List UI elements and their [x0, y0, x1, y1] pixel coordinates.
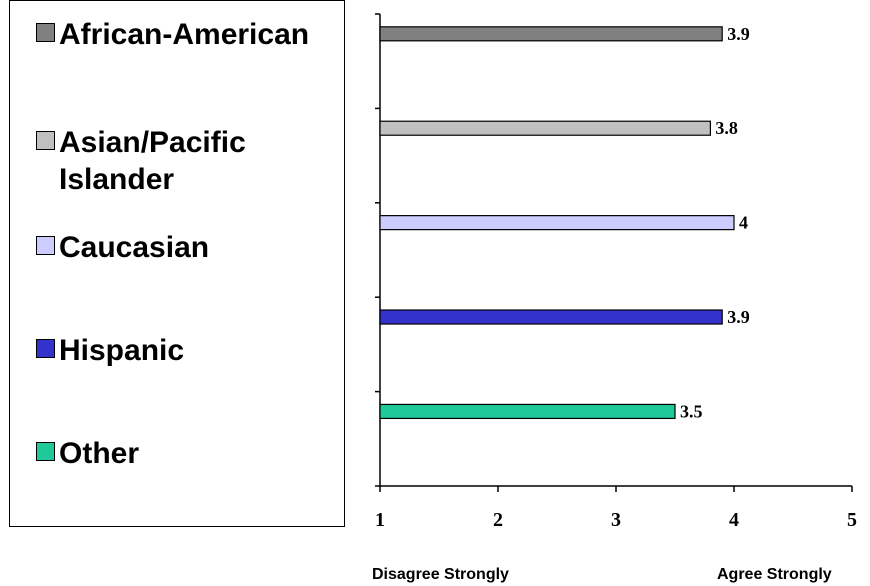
legend: African-American Asian/Pacific Islander … — [9, 0, 345, 527]
x-tick-label: 5 — [847, 509, 857, 531]
bar-hispanic — [379, 309, 723, 325]
legend-item-asian-pacific-islander: Asian/Pacific Islander — [36, 124, 259, 198]
legend-swatch — [36, 339, 55, 358]
x-extreme-label-high: Agree Strongly — [717, 566, 832, 583]
legend-swatch — [36, 236, 55, 255]
legend-swatch — [36, 442, 55, 461]
x-tick-label: 4 — [729, 509, 739, 531]
bar-asian-pacific-islander — [379, 120, 711, 136]
legend-label: Other — [59, 437, 140, 470]
legend-item-african-american: African-American — [36, 16, 319, 53]
legend-item-hispanic: Hispanic — [36, 332, 319, 369]
data-label: 3.8 — [715, 118, 738, 138]
legend-label: Hispanic — [59, 334, 185, 367]
legend-swatch — [36, 23, 55, 42]
legend-label: Asian/Pacific Islander — [59, 126, 246, 196]
bar-caucasian — [379, 215, 735, 231]
bar-other — [379, 403, 676, 420]
data-label: 3.9 — [727, 24, 750, 44]
bar-african-american — [379, 26, 723, 42]
data-label: 3.9 — [727, 307, 750, 327]
x-tick-label: 1 — [375, 509, 385, 531]
legend-swatch — [36, 131, 55, 150]
x-tick-label: 2 — [493, 509, 503, 531]
data-label: 3.5 — [680, 401, 703, 421]
legend-item-other: Other — [36, 435, 319, 472]
legend-label: African-American — [59, 18, 310, 51]
x-extreme-label-low: Disagree Strongly — [372, 566, 509, 583]
legend-label: Caucasian — [59, 231, 210, 264]
legend-item-caucasian: Caucasian — [36, 229, 319, 266]
x-tick-label: 3 — [611, 509, 621, 531]
data-label: 4 — [739, 213, 748, 233]
